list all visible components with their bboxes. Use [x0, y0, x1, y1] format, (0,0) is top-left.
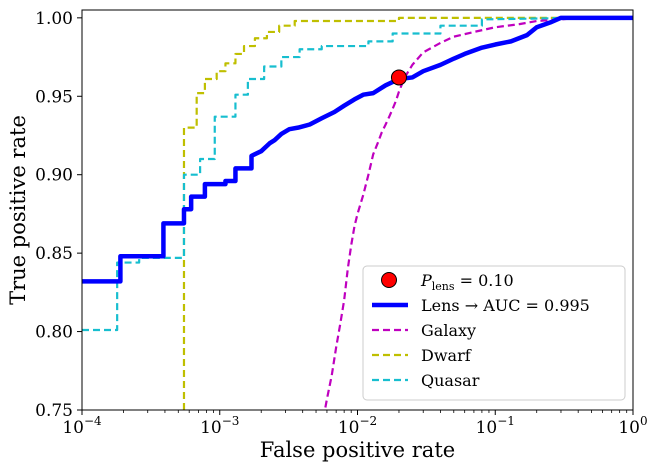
plot-frame	[81, 9, 634, 411]
legend-label-galaxy: Galaxy	[421, 321, 476, 340]
axis-ticks: 10−4 10−3 10−2 10−1 100 0.75 0.80 0.85 0.90 0.95 1…	[35, 9, 647, 438]
series-line-quasar	[82, 16, 633, 332]
legend-box	[362, 265, 626, 401]
marker-layer	[390, 69, 407, 86]
legend-label-marker: Plens = 0.10	[420, 271, 514, 293]
x-tick-label: 10−3	[200, 414, 239, 438]
x-tick-label: 10−4	[62, 414, 102, 438]
y-tick-label: 0.80	[35, 323, 73, 343]
series-line-lens	[82, 15, 633, 284]
threshold-marker	[390, 69, 407, 86]
legend-label-quasar: Quasar	[421, 371, 480, 390]
y-tick-label: 0.95	[35, 87, 73, 107]
series-line-galaxy	[323, 16, 633, 410]
legend: Plens = 0.10 Lens → AUC = 0.995 Galaxy Dwar…	[362, 265, 626, 401]
y-axis-title: True positive rate	[6, 115, 30, 305]
legend-label-dwarf: Dwarf	[421, 346, 472, 365]
y-tick-label: 0.75	[35, 401, 73, 421]
x-tick-label: 10−2	[338, 414, 377, 438]
legend-marker-symbol	[381, 272, 397, 288]
x-axis-title: False positive rate	[260, 438, 455, 462]
y-tick-label: 0.90	[35, 166, 73, 186]
series-line-dwarf	[182, 16, 633, 410]
x-tick-label: 10−1	[476, 414, 515, 438]
legend-label-lens: Lens → AUC = 0.995	[421, 296, 590, 315]
y-tick-label: 0.85	[35, 244, 73, 264]
legend-items: Plens = 0.10 Lens → AUC = 0.995 Galaxy Dwar…	[372, 271, 590, 390]
y-tick-label: 1.00	[35, 9, 73, 29]
series-layer	[82, 15, 633, 410]
x-tick-label: 100	[618, 414, 647, 438]
